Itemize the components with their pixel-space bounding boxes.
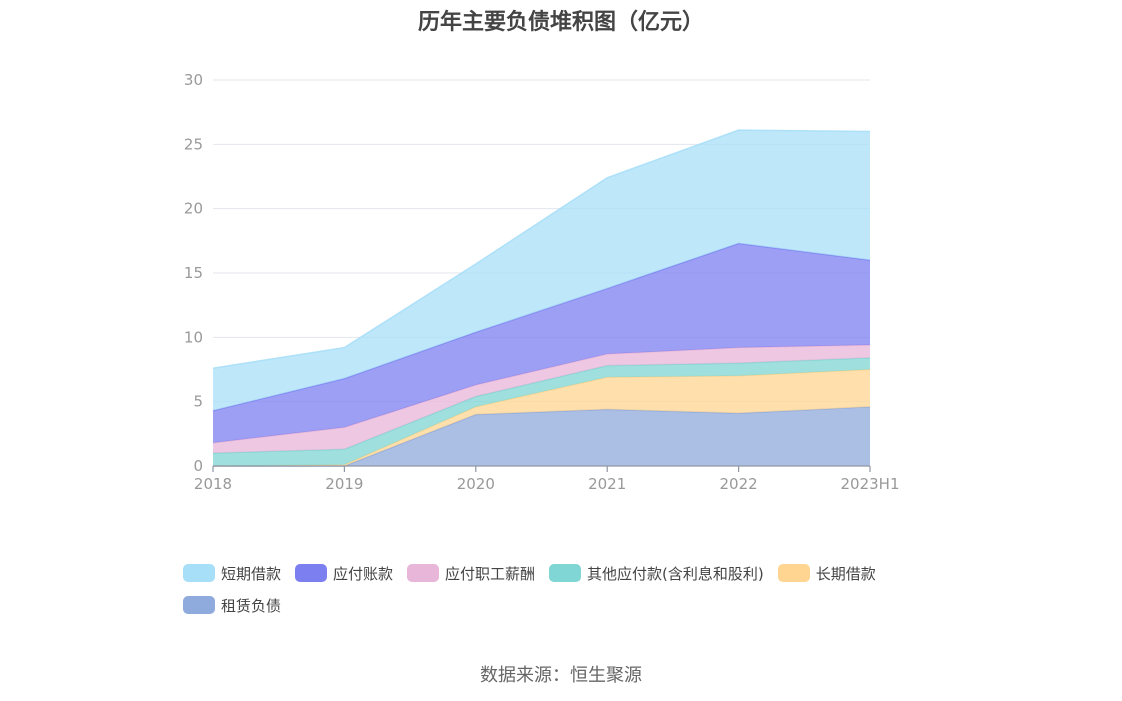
y-tick-label: 15: [184, 264, 203, 282]
axes: 2018 2019 2020 2021 2022 2023H1: [194, 465, 900, 493]
y-tick-label: 30: [184, 71, 203, 89]
legend-label: 租赁负债: [221, 596, 282, 615]
data-source-note: 数据来源：恒生聚源: [480, 665, 642, 686]
x-tick-label: 2021: [588, 475, 626, 493]
legend-label: 长期借款: [815, 564, 876, 583]
area-series: [212, 129, 871, 467]
y-tick-label: 5: [193, 393, 203, 411]
y-tick-label: 10: [184, 328, 203, 346]
legend-item[interactable]: 租赁负债: [183, 595, 281, 615]
area-应付职工薪酬: [213, 345, 870, 454]
legend-item[interactable]: 长期借款: [777, 563, 876, 583]
x-tick-label: 2020: [457, 475, 495, 493]
legend: 短期借款 应付账款 应付职工薪酬 其他应付款(含利息和股利) 长期借款租赁负债: [183, 563, 943, 627]
legend-swatch: [549, 564, 582, 582]
legend-label: 短期借款: [221, 564, 282, 583]
legend-item[interactable]: 应付账款: [295, 563, 393, 583]
area-应付账款: [213, 243, 870, 443]
legend-item[interactable]: 其他应付款(含利息和股利): [549, 563, 764, 583]
x-tick-label: 2023H1: [841, 475, 900, 493]
legend-swatch: [295, 564, 328, 582]
x-tick-label: 2018: [194, 475, 232, 493]
area-租赁负债: [213, 406, 870, 466]
y-tick-label: 0: [193, 457, 203, 475]
legend-label: 应付职工薪酬: [445, 564, 536, 583]
legend-item[interactable]: 短期借款: [183, 563, 281, 583]
area-edge-短期借款: [212, 129, 871, 369]
legend-item[interactable]: 应付职工薪酬: [407, 563, 535, 583]
x-tick-label: 2019: [325, 475, 363, 493]
y-tick-label: 25: [184, 135, 203, 153]
legend-label: 其他应付款(含利息和股利): [587, 564, 764, 583]
legend-swatch: [183, 564, 215, 582]
stacked-area-chart: 0 5 10 15 20 25 30 2018 2019 2020 2021 2022 2023H1: [184, 71, 900, 493]
area-edge-应付账款: [212, 242, 871, 412]
legend-label: 应付账款: [333, 564, 394, 583]
legend-swatch: [407, 564, 440, 582]
chart-title: 历年主要负债堆积图（亿元）: [417, 10, 704, 35]
area-短期借款: [213, 130, 870, 411]
legend-swatch: [183, 596, 215, 614]
y-tick-label: 20: [184, 200, 203, 218]
x-tick-label: 2022: [720, 475, 758, 493]
area-长期借款: [213, 369, 870, 466]
legend-swatch: [777, 564, 810, 582]
area-其他应付款(含利息和股利): [213, 357, 870, 466]
